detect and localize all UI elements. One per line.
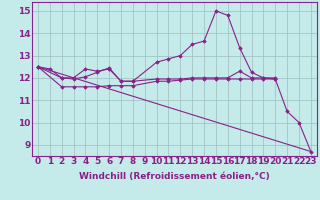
X-axis label: Windchill (Refroidissement éolien,°C): Windchill (Refroidissement éolien,°C) [79,172,270,181]
